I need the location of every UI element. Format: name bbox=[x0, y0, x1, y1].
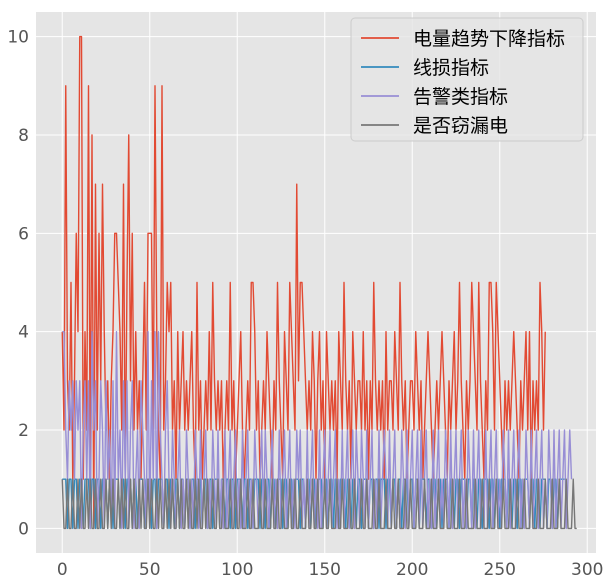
legend-label: 线损指标 bbox=[413, 57, 489, 79]
series-line-4 bbox=[61, 478, 577, 530]
legend-label: 告警类指标 bbox=[413, 86, 508, 108]
y-tick-label: 6 bbox=[18, 224, 29, 244]
x-tick-label: 300 bbox=[571, 560, 603, 580]
y-tick-label: 10 bbox=[7, 28, 29, 48]
legend-label: 是否窃漏电 bbox=[413, 115, 508, 137]
y-tick-label: 0 bbox=[18, 519, 29, 539]
x-tick-label: 200 bbox=[396, 560, 428, 580]
legend-box bbox=[350, 17, 584, 142]
legend-label: 电量趋势下降指标 bbox=[413, 28, 565, 50]
x-tick-label: 250 bbox=[484, 560, 516, 580]
series-lines bbox=[61, 35, 577, 530]
y-tick-label: 4 bbox=[18, 323, 29, 343]
y-tick-label: 8 bbox=[18, 126, 29, 146]
y-tick-label: 2 bbox=[18, 421, 29, 441]
x-tick-label: 50 bbox=[139, 560, 161, 580]
tick-labels: 0 50 100 150 200 250 300 0 2 4 6 8 10 bbox=[7, 28, 603, 580]
x-tick-label: 0 bbox=[57, 560, 68, 580]
x-tick-label: 100 bbox=[221, 560, 253, 580]
x-tick-label: 150 bbox=[309, 560, 341, 580]
